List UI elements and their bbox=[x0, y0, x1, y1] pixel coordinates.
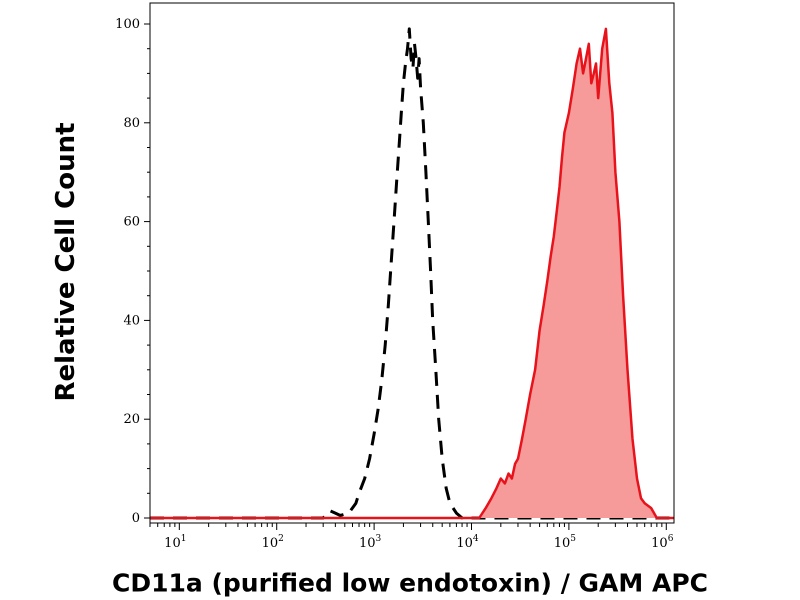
y-axis-label: Relative Cell Count bbox=[51, 122, 81, 402]
y-tick-label: 0 bbox=[132, 511, 140, 526]
y-tick-label: 40 bbox=[123, 313, 140, 328]
x-tick-label: 103 bbox=[359, 534, 382, 551]
x-tick-label: 102 bbox=[262, 534, 284, 551]
series-0-line bbox=[150, 27, 674, 520]
y-tick-label: 60 bbox=[123, 215, 140, 230]
y-tick-label: 80 bbox=[123, 116, 140, 131]
x-axis-label: CD11a (purified low endotoxin) / GAM APC bbox=[112, 568, 708, 598]
x-tick-label: 106 bbox=[651, 534, 674, 551]
series-1-line bbox=[150, 27, 674, 520]
x-tick-label: 105 bbox=[554, 534, 577, 551]
x-tick-label: 101 bbox=[164, 534, 186, 551]
x-tick-label: 104 bbox=[456, 534, 479, 551]
plot-frame bbox=[149, 2, 675, 524]
y-tick-label: 100 bbox=[115, 17, 140, 32]
series-1-fill bbox=[150, 28, 674, 519]
axes: 0 20 40 60 80 100 101 102 103 104 105 106 bbox=[115, 2, 675, 551]
plot-area bbox=[150, 27, 674, 520]
y-tick-label: 20 bbox=[123, 412, 140, 427]
